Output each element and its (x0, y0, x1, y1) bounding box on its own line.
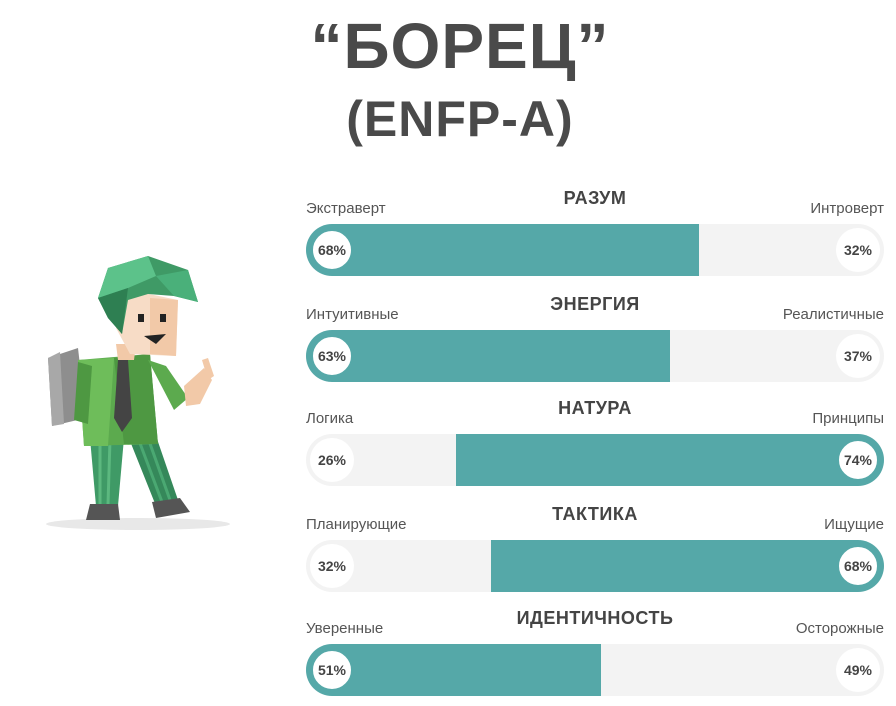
trait-left-label: Планирующие (306, 516, 407, 533)
trait-left-label: Уверенные (306, 620, 384, 637)
trait-bar-fill (490, 540, 884, 592)
trait-bar-fill (306, 224, 700, 276)
trait-right-label: Осторожные (795, 620, 884, 637)
trait-mind: РАЗУМ Экстраверт Интроверт 68% 32% (306, 188, 884, 276)
trait-left-percent: 68% (310, 228, 354, 272)
trait-left-percent: 32% (310, 544, 354, 588)
trait-bar: 68% 32% (306, 224, 884, 276)
trait-bar-fill (306, 644, 601, 696)
trait-right-label: Реалистичные (782, 306, 884, 323)
trait-bar: 26% 74% (306, 434, 884, 486)
trait-left-percent: 63% (310, 334, 354, 378)
trait-energy: ЭНЕРГИЯ Интуитивные Реалистичные 63% 37% (306, 294, 884, 382)
page-title: “БОРЕЦ” (310, 10, 610, 82)
trait-bar: 32% 68% (306, 540, 884, 592)
trait-left-percent: 51% (310, 648, 354, 692)
trait-name: ТАКТИКА (552, 504, 638, 524)
trait-name: НАТУРА (558, 398, 632, 418)
trait-right-label: Интроверт (810, 200, 884, 217)
trait-left-percent: 26% (310, 438, 354, 482)
trait-left-label: Логика (306, 410, 354, 427)
trait-bar-fill (456, 434, 884, 486)
personality-code: (ENFP-A) (346, 91, 574, 147)
campaigner-character-illustration (46, 256, 230, 530)
trait-right-percent: 37% (836, 334, 880, 378)
trait-bar: 51% 49% (306, 644, 884, 696)
trait-right-percent: 68% (836, 544, 880, 588)
trait-name: РАЗУМ (563, 188, 627, 208)
trait-name: ЭНЕРГИЯ (550, 294, 640, 314)
trait-right-percent: 74% (836, 438, 880, 482)
trait-left-label: Экстраверт (306, 200, 386, 217)
trait-nature: НАТУРА Логика Принципы 26% 74% (306, 398, 884, 486)
trait-name: ИДЕНТИЧНОСТЬ (516, 608, 674, 628)
trait-left-label: Интуитивные (306, 306, 399, 323)
trait-right-percent: 32% (836, 228, 880, 272)
trait-bar: 63% 37% (306, 330, 884, 382)
trait-identity: ИДЕНТИЧНОСТЬ Уверенные Осторожные 51% 49… (306, 608, 884, 696)
trait-right-label: Ищущие (824, 516, 884, 533)
trait-tactics: ТАКТИКА Планирующие Ищущие 32% 68% (306, 504, 884, 592)
trait-right-percent: 49% (836, 648, 880, 692)
trait-bar-fill (306, 330, 671, 382)
trait-right-label: Принципы (812, 410, 884, 427)
